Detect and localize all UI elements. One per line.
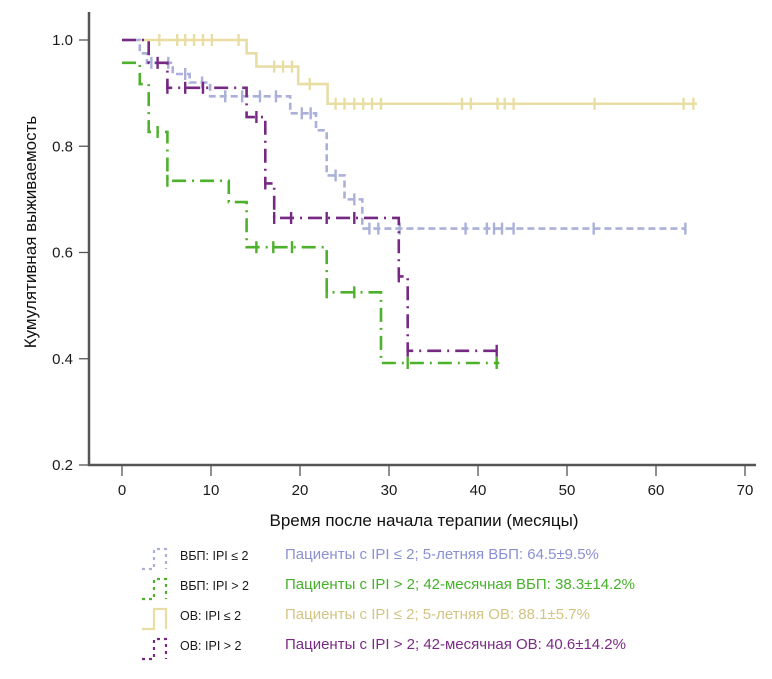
series-1 bbox=[122, 61, 500, 369]
legend: ВБП: IPI ≤ 2 Пациенты с IPI ≤ 2; 5-летня… bbox=[130, 543, 750, 663]
legend-description: Пациенты с IPI ≤ 2; 5-летняя ВБП: 64.5±9… bbox=[285, 546, 599, 563]
series-0 bbox=[122, 38, 687, 235]
x-tick-label: 60 bbox=[648, 482, 665, 499]
legend-key: ОВ: IPI > 2 bbox=[180, 639, 242, 653]
series-3 bbox=[122, 38, 500, 357]
legend-key: ВБП: IPI > 2 bbox=[180, 579, 249, 593]
legend-item: ОВ: IPI > 2 Пациенты с IPI > 2; 42-месяч… bbox=[130, 633, 750, 663]
solid-step-icon bbox=[142, 607, 168, 631]
legend-description: Пациенты с IPI > 2; 42-месячная ОВ: 40.6… bbox=[285, 636, 626, 653]
dotted-step-icon bbox=[142, 637, 168, 661]
legend-item: ВБП: IPI > 2 Пациенты с IPI > 2; 42-меся… bbox=[130, 573, 750, 603]
x-tick-label: 70 bbox=[737, 482, 754, 499]
x-tick-label: 20 bbox=[292, 482, 309, 499]
legend-key: ВБП: IPI ≤ 2 bbox=[180, 549, 249, 563]
x-tick-label: 10 bbox=[203, 482, 220, 499]
x-tick-label: 40 bbox=[470, 482, 487, 499]
axes bbox=[87, 12, 756, 467]
y-tick-label: 0.2 bbox=[52, 457, 73, 474]
legend-description: Пациенты с IPI ≤ 2; 5-летняя ОВ: 88.1±5.… bbox=[285, 606, 590, 623]
y-tick-label: 1.0 bbox=[52, 32, 73, 49]
dotted-step-icon bbox=[142, 577, 168, 601]
survival-curve bbox=[122, 38, 686, 230]
y-axis-title: Кумулятивная выживаемость bbox=[21, 116, 40, 349]
x-tick-label: 50 bbox=[559, 482, 576, 499]
legend-key: ОВ: IPI ≤ 2 bbox=[180, 609, 242, 623]
series-2 bbox=[122, 34, 697, 110]
series-layer bbox=[122, 34, 697, 369]
x-tick-label: 30 bbox=[381, 482, 398, 499]
y-tick-label: 0.8 bbox=[52, 138, 73, 155]
legend-item: ОВ: IPI ≤ 2 Пациенты с IPI ≤ 2; 5-летняя… bbox=[130, 603, 750, 633]
dotted-step-icon bbox=[142, 547, 168, 571]
legend-description: Пациенты с IPI > 2; 42-месячная ВБП: 38.… bbox=[285, 576, 635, 593]
x-tick-label: 0 bbox=[118, 482, 126, 499]
y-tick-label: 0.6 bbox=[52, 245, 73, 262]
legend-item: ВБП: IPI ≤ 2 Пациенты с IPI ≤ 2; 5-летня… bbox=[130, 543, 750, 573]
y-ticks: 0.2 0.4 0.6 0.8 1.0 bbox=[52, 32, 89, 474]
x-ticks: 0 10 20 30 40 50 60 70 bbox=[118, 465, 754, 499]
x-axis-title: Время после начала терапии (месяцы) bbox=[269, 511, 578, 530]
survival-curve bbox=[122, 38, 697, 106]
km-chart: 0.2 0.4 0.6 0.8 1.0 0 10 20 30 40 50 60 70 Время по… bbox=[21, 12, 756, 530]
y-tick-label: 0.4 bbox=[52, 351, 73, 368]
